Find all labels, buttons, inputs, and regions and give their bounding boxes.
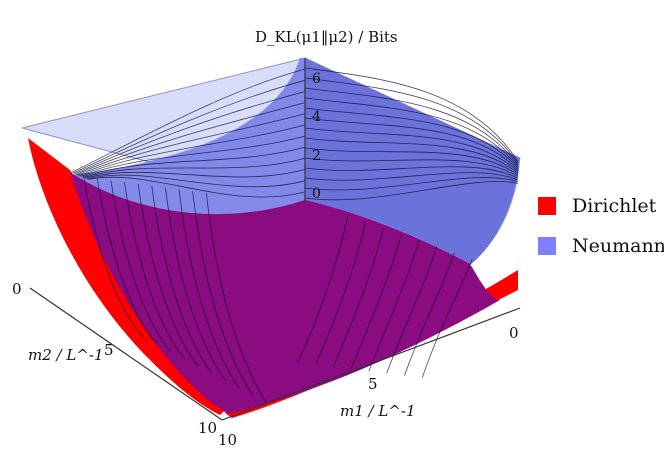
z-tick-label: 2	[312, 148, 321, 164]
mesh-line	[71, 68, 306, 173]
mesh-line	[404, 252, 455, 376]
mesh-line	[304, 157, 519, 178]
x-tick-label: 5	[368, 375, 378, 393]
y-tick-label: 5	[104, 341, 114, 359]
mesh-line	[124, 182, 185, 360]
mesh-line	[304, 87, 519, 166]
legend-label-dirichlet: Dirichlet	[572, 195, 657, 217]
y-tick-label: 10	[198, 419, 217, 437]
mesh-line	[368, 240, 420, 372]
mesh-line	[110, 180, 172, 353]
mesh-line	[72, 79, 306, 174]
mesh-line	[315, 222, 366, 365]
z-tick-label: 0	[312, 186, 321, 202]
y-ticks: 0 5 10	[12, 280, 217, 437]
legend-swatch-dirichlet	[538, 197, 556, 215]
mesh-line	[304, 172, 519, 181]
axes	[29, 58, 521, 421]
mesh-line	[96, 178, 158, 345]
legend: Dirichlet Neumann	[538, 186, 664, 266]
x-ticks: 10 5 0	[218, 324, 519, 449]
mesh-line	[83, 157, 306, 178]
z-ticks: 6 4 2 0	[312, 71, 321, 202]
mesh-line	[137, 184, 199, 367]
legend-swatch-neumann	[538, 237, 556, 255]
mesh-line	[86, 174, 306, 188]
mesh-line	[80, 135, 306, 177]
mesh-line	[350, 234, 402, 370]
legend-item-neumann: Neumann	[538, 226, 664, 266]
mesh-line	[88, 176, 306, 198]
legend-item-dirichlet: Dirichlet	[538, 186, 664, 226]
mesh-line	[79, 124, 306, 177]
mesh-line	[304, 107, 519, 169]
mesh-line	[82, 146, 306, 178]
legend-label-neumann: Neumann	[572, 235, 664, 257]
mesh-line	[77, 113, 306, 176]
mesh-line	[297, 216, 349, 363]
mesh-line	[304, 147, 519, 176]
x-tick-label: 10	[218, 431, 237, 449]
neumann-surface-back	[305, 58, 520, 265]
mesh-line	[192, 191, 254, 396]
mesh-line	[165, 187, 226, 382]
y-axis-label: m2 / L^-1	[28, 346, 104, 364]
z-axis-label: D_KL(μ1‖μ2) / Bits	[255, 28, 398, 46]
mesh-line	[75, 102, 306, 175]
mesh-line	[83, 176, 144, 338]
mesh-line	[304, 181, 519, 201]
x-axis-label: m1 / L^-1	[340, 402, 416, 420]
mesh-line	[151, 185, 213, 374]
mesh-line	[205, 193, 267, 403]
mesh-line	[304, 177, 519, 191]
mesh-line	[304, 127, 519, 172]
mesh-line	[74, 91, 306, 175]
y-tick-label: 0	[12, 280, 22, 298]
mesh-line	[421, 258, 473, 378]
mesh-line	[332, 228, 384, 367]
mesh-line	[178, 189, 240, 389]
z-tick-label: 4	[312, 109, 321, 125]
z-tick-label: 6	[312, 71, 321, 87]
mesh-line	[85, 169, 306, 179]
x-tick-label: 0	[509, 324, 519, 342]
mesh-line	[304, 77, 519, 164]
overlap-surface	[70, 172, 500, 414]
mesh-lines	[71, 67, 519, 403]
mesh-line	[304, 97, 519, 167]
mesh-line	[304, 166, 519, 179]
mesh-line	[304, 67, 519, 162]
mesh-line	[304, 117, 519, 171]
mesh-line	[304, 137, 519, 174]
